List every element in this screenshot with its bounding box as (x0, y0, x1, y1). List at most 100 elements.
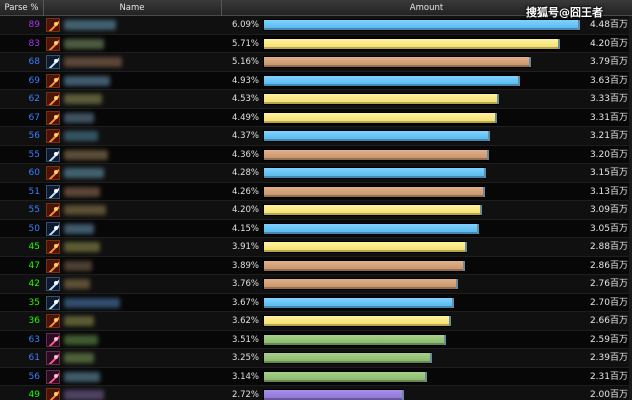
table-row[interactable]: 47 3.89% 2.86百万 (0, 256, 632, 275)
arcane-mage-icon (46, 369, 60, 384)
bar-end-marker (488, 131, 490, 141)
player-name-redacted[interactable] (64, 57, 122, 67)
damage-percent: 4.15% (231, 223, 259, 234)
player-name-redacted[interactable] (64, 242, 100, 252)
damage-amount: 2.66百万 (589, 316, 628, 326)
parse-percentile: 69 (28, 75, 40, 86)
fire-mage-icon (46, 203, 60, 217)
table-row[interactable]: 89 6.09% 4.48百万 (0, 16, 632, 35)
damage-bar (263, 296, 454, 309)
table-row[interactable]: 56 3.14% 2.31百万 (0, 367, 632, 386)
player-name-redacted[interactable] (64, 168, 104, 178)
bar-end-marker (480, 205, 482, 215)
damage-amount: 4.48百万 (589, 20, 628, 30)
table-row[interactable]: 42 3.76% 2.76百万 (0, 275, 632, 294)
table-row[interactable]: 63 3.51% 2.59百万 (0, 330, 632, 349)
parse-percentile: 49 (28, 390, 40, 400)
table-row[interactable]: 55 4.36% 3.20百万 (0, 145, 632, 164)
damage-bar (263, 93, 499, 105)
player-name-redacted[interactable] (64, 38, 104, 49)
fire-mage-icon (46, 129, 60, 143)
bar-end-marker (402, 390, 404, 400)
bar-end-marker (456, 279, 458, 289)
player-name-redacted[interactable] (64, 94, 102, 104)
player-name-redacted[interactable] (64, 279, 90, 289)
damage-percent: 4.36% (231, 149, 259, 160)
damage-percent: 4.37% (231, 131, 259, 141)
player-name-redacted[interactable] (64, 390, 104, 400)
table-row[interactable]: 55 4.20% 3.09百万 (0, 201, 632, 220)
player-name-redacted[interactable] (64, 149, 108, 160)
player-name-redacted[interactable] (64, 205, 106, 215)
table-row[interactable]: 62 4.53% 3.33百万 (0, 90, 632, 109)
parse-percentile: 67 (28, 112, 40, 123)
damage-percent: 4.28% (231, 168, 259, 178)
player-name-redacted[interactable] (64, 75, 110, 86)
player-name-redacted[interactable] (64, 353, 94, 363)
table-row[interactable]: 60 4.28% 3.15百万 (0, 164, 632, 183)
parse-column-header[interactable]: Parse % (4, 3, 39, 13)
player-name-redacted[interactable] (64, 316, 94, 326)
player-name-redacted[interactable] (64, 260, 92, 271)
parse-percentile: 56 (28, 371, 40, 382)
table-row[interactable]: 51 4.26% 3.13百万 (0, 182, 632, 201)
table-row[interactable]: 67 4.49% 3.31百万 (0, 108, 632, 127)
player-name-redacted[interactable] (64, 334, 98, 345)
table-row[interactable]: 83 5.71% 4.20百万 (0, 34, 632, 53)
damage-amount: 2.00百万 (589, 390, 628, 400)
damage-bar (263, 241, 467, 253)
parse-percentile: 45 (28, 242, 40, 252)
name-column-header[interactable]: Name (119, 3, 145, 13)
damage-amount: 4.20百万 (589, 38, 628, 49)
damage-amount: 3.05百万 (589, 223, 628, 234)
bar-end-marker (529, 57, 531, 67)
table-row[interactable]: 45 3.91% 2.88百万 (0, 238, 632, 257)
damage-percent: 3.62% (231, 316, 259, 326)
table-row[interactable]: 49 2.72% 2.00百万 (0, 386, 632, 400)
bar-end-marker (483, 186, 485, 197)
bar-end-marker (452, 297, 454, 308)
damage-percent: 2.72% (231, 390, 259, 400)
player-name-redacted[interactable] (64, 371, 100, 382)
bar-end-marker (558, 38, 560, 49)
fire-mage-icon (46, 110, 60, 125)
table-row[interactable]: 50 4.15% 3.05百万 (0, 219, 632, 238)
bar-end-marker (484, 168, 486, 178)
frost-mage-icon (46, 55, 60, 69)
fire-mage-icon (46, 258, 60, 273)
bar-end-marker (497, 94, 499, 104)
player-name-redacted[interactable] (64, 112, 94, 123)
parse-percentile: 63 (28, 334, 40, 345)
table-row[interactable]: 36 3.62% 2.66百万 (0, 312, 632, 331)
damage-percent: 5.16% (231, 57, 259, 67)
player-name-redacted[interactable] (64, 186, 100, 197)
damage-amount: 2.88百万 (589, 242, 628, 252)
parse-percentile: 60 (28, 168, 40, 178)
column-divider (221, 0, 222, 16)
parse-percentile: 47 (28, 260, 40, 271)
frost-mage-icon (46, 221, 60, 236)
damage-bar (263, 222, 479, 235)
table-row[interactable]: 61 3.25% 2.39百万 (0, 349, 632, 368)
scrollbar[interactable] (629, 16, 632, 400)
damage-percent: 3.14% (231, 371, 259, 382)
parse-percentile: 55 (28, 205, 40, 215)
fire-mage-icon (46, 314, 60, 328)
damage-amount: 2.39百万 (589, 353, 628, 363)
player-name-redacted[interactable] (64, 297, 120, 308)
arcane-mage-icon (46, 351, 60, 365)
amount-column-header[interactable]: Amount (409, 3, 444, 13)
damage-percent: 3.91% (231, 242, 259, 252)
table-row[interactable]: 56 4.37% 3.21百万 (0, 127, 632, 146)
damage-percent: 3.67% (231, 297, 259, 308)
player-name-redacted[interactable] (64, 20, 116, 30)
parse-percentile: 55 (28, 149, 40, 160)
frost-mage-icon (46, 184, 60, 199)
table-row[interactable]: 69 4.93% 3.63百万 (0, 71, 632, 90)
player-name-redacted[interactable] (64, 223, 94, 234)
damage-amount: 3.15百万 (589, 168, 628, 178)
player-name-redacted[interactable] (64, 131, 98, 141)
table-row[interactable]: 35 3.67% 2.70百万 (0, 293, 632, 312)
table-row[interactable]: 68 5.16% 3.79百万 (0, 53, 632, 72)
damage-bar (263, 389, 404, 400)
